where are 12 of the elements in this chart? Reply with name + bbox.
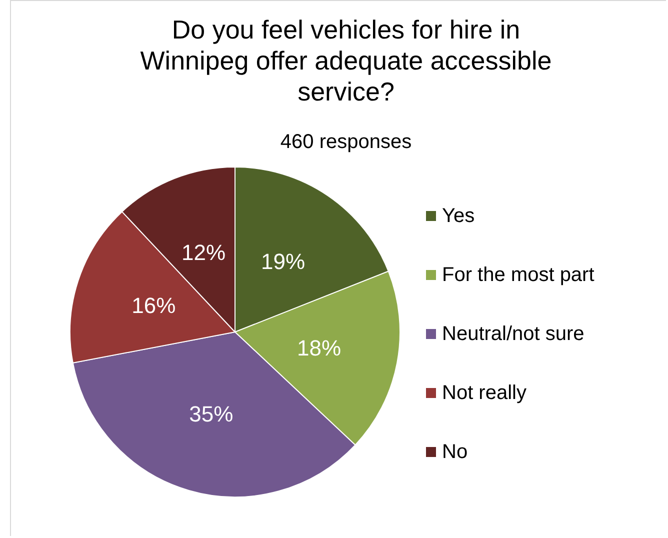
- data-label: 35%: [189, 402, 234, 427]
- data-label: 16%: [132, 293, 176, 318]
- data-label: 18%: [296, 336, 342, 361]
- legend-label: Not really: [442, 382, 526, 404]
- legend-label: For the most part: [442, 264, 595, 286]
- data-label: 12%: [182, 240, 226, 266]
- chart-title: Do you feel vehicles for hire in Winnipeg offer adequate accessible service?: [140, 14, 552, 106]
- legend-label: Yes: [442, 205, 475, 227]
- chart-subtitle: 460 responses: [280, 131, 412, 153]
- legend-label: No: [442, 441, 468, 463]
- data-label: 19%: [261, 248, 306, 274]
- legend-label: Neutral/not sure: [442, 323, 584, 345]
